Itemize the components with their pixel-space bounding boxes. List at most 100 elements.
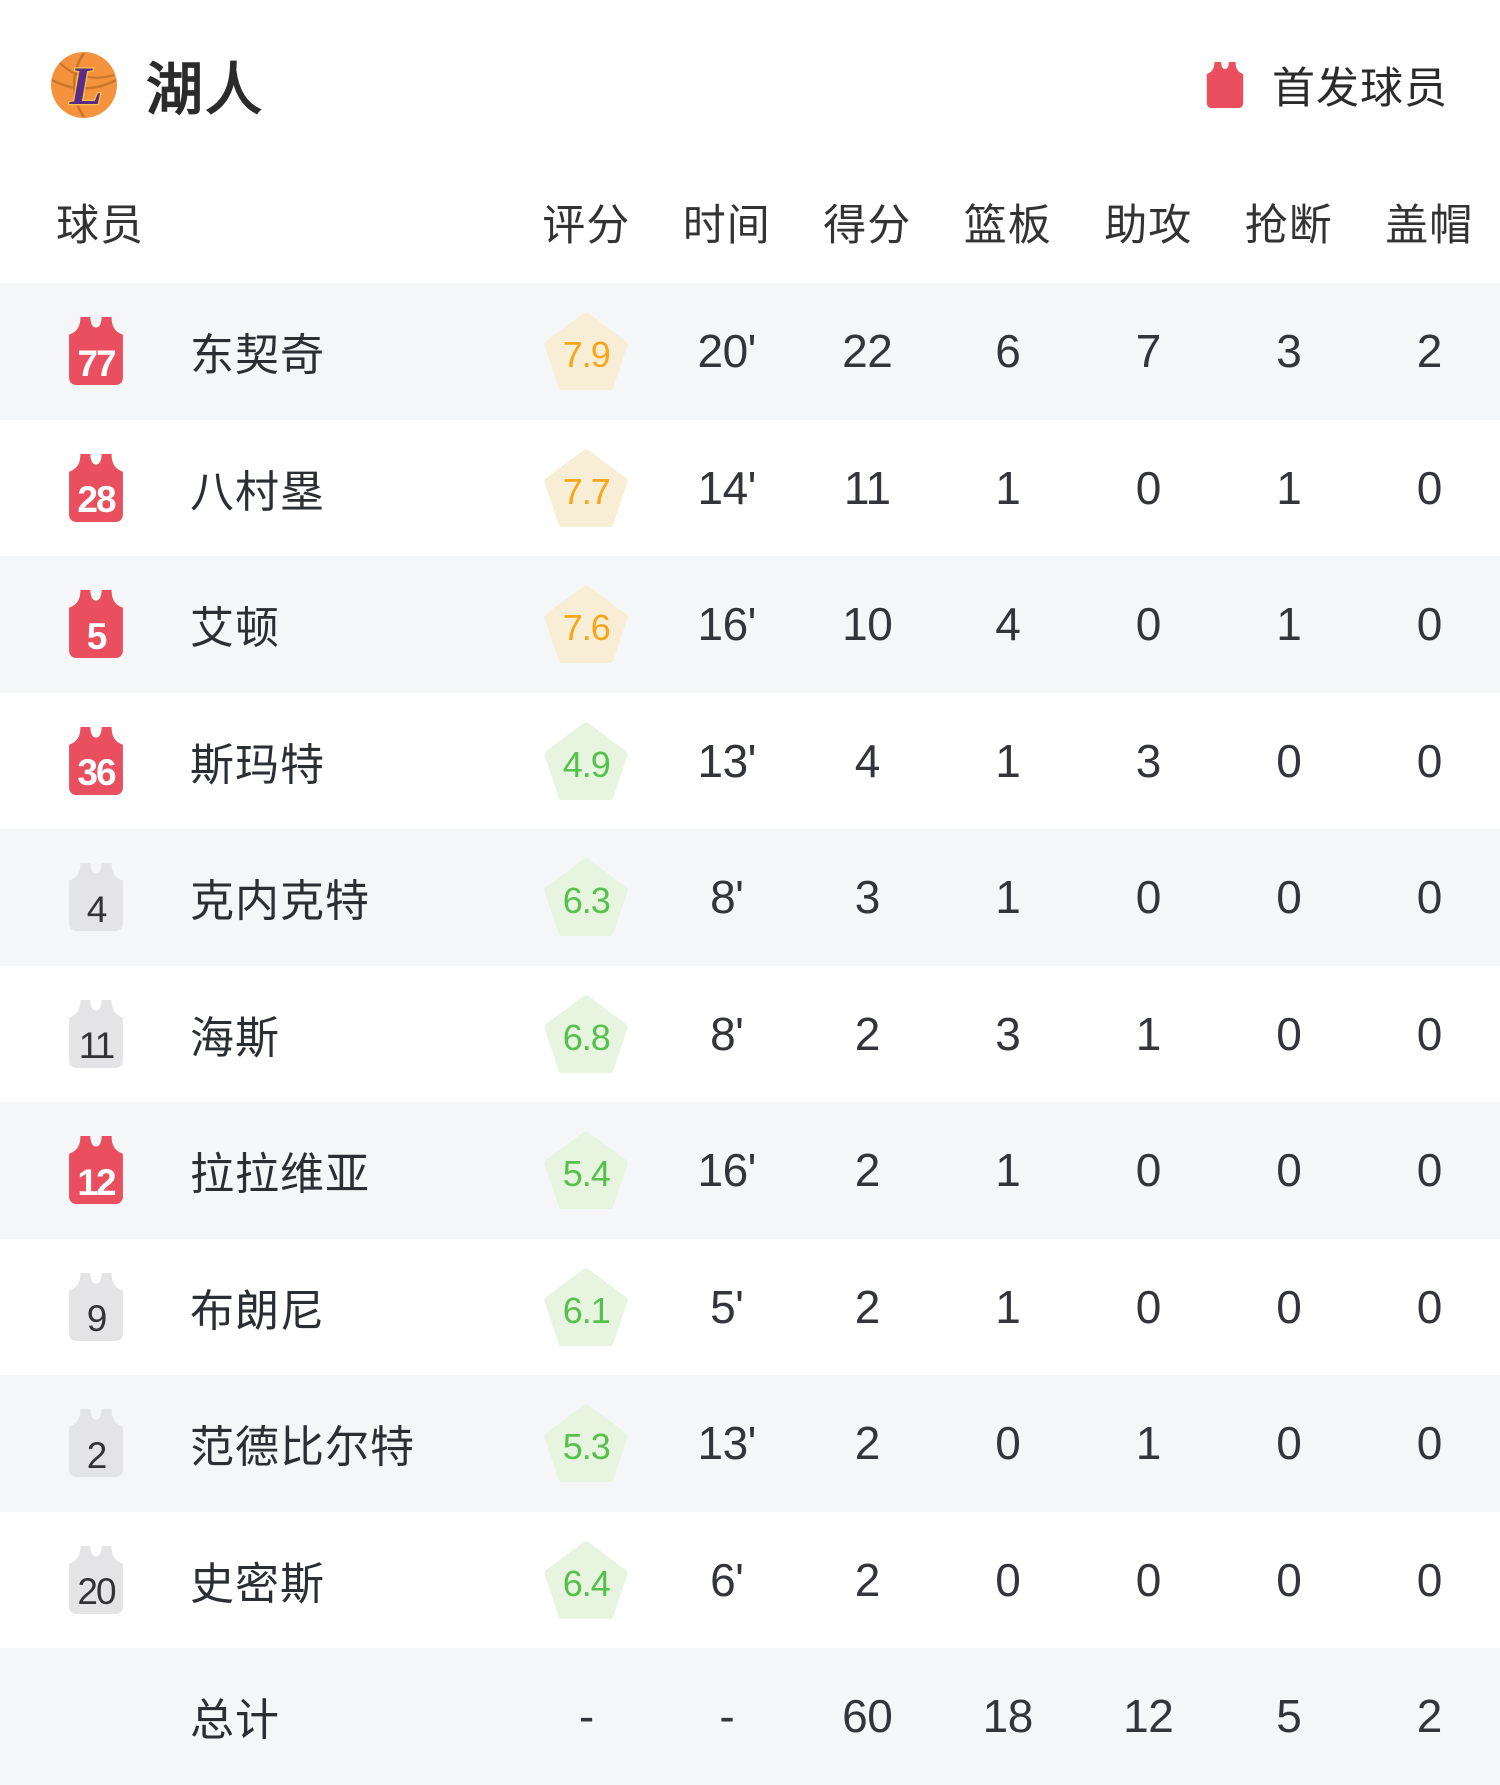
stat-blocks: 0 — [1416, 1007, 1443, 1060]
starter-legend-label: 首发球员 — [1272, 65, 1448, 113]
stat-rebounds: 1 — [995, 1280, 1021, 1333]
stat-rebounds: 3 — [995, 1007, 1021, 1060]
rating-value: 6.4 — [562, 1562, 611, 1604]
stat-steals: 0 — [1276, 1280, 1302, 1333]
column-time: 时间 — [682, 201, 771, 250]
rating-badge: 5.3 — [544, 1404, 628, 1483]
jersey-icon: 77 — [62, 315, 130, 387]
table-row[interactable]: 36 斯玛特 4.9 13' 4 1 3 0 0 — [0, 693, 1500, 830]
table-row[interactable]: 28 八村塁 7.7 14' 11 1 0 1 0 — [0, 420, 1500, 557]
player-name: 史密斯 — [190, 1559, 325, 1609]
table-row[interactable]: 12 拉拉维亚 5.4 16' 2 1 0 0 0 — [0, 1102, 1500, 1239]
jersey-number: 36 — [77, 752, 116, 793]
stat-blocks: 0 — [1416, 1553, 1443, 1606]
total-rating: - — [578, 1690, 594, 1743]
stat-steals: 0 — [1276, 734, 1302, 787]
total-rebounds: 18 — [982, 1690, 1034, 1743]
column-rating: 评分 — [542, 201, 631, 250]
stat-steals: 0 — [1276, 1007, 1302, 1060]
jersey-icon: 12 — [62, 1134, 130, 1206]
total-steals: 5 — [1276, 1690, 1302, 1743]
jersey-icon: 36 — [62, 725, 130, 797]
player-name: 克内克特 — [190, 877, 370, 927]
stat-assists: 1 — [1135, 1417, 1162, 1470]
stat-points: 11 — [843, 461, 891, 514]
stat-time: 16' — [697, 598, 757, 651]
stat-assists: 3 — [1135, 734, 1162, 787]
rating-value: 7.7 — [562, 470, 611, 512]
column-rebounds: 篮板 — [963, 201, 1052, 250]
rating-value: 6.3 — [562, 880, 611, 922]
stat-blocks: 0 — [1416, 461, 1443, 514]
stat-blocks: 0 — [1416, 1417, 1443, 1470]
stat-assists: 0 — [1135, 461, 1162, 514]
stat-time: 8' — [710, 1007, 744, 1060]
stat-blocks: 0 — [1416, 734, 1443, 787]
stat-assists: 0 — [1135, 598, 1162, 651]
stat-steals: 0 — [1276, 871, 1302, 924]
rating-value: 4.9 — [562, 743, 611, 785]
stat-blocks: 0 — [1416, 1144, 1443, 1197]
stat-points: 22 — [842, 325, 893, 378]
player-name: 布朗尼 — [190, 1286, 325, 1336]
table-row[interactable]: 77 东契奇 7.9 20' 22 6 7 3 2 — [0, 283, 1500, 420]
stat-time: 8' — [710, 871, 744, 924]
jersey-number: 20 — [77, 1571, 116, 1612]
rating-value: 7.6 — [562, 607, 611, 649]
rating-value: 6.8 — [562, 1016, 611, 1058]
table-row[interactable]: 2 范德比尔特 5.3 13' 2 0 1 0 0 — [0, 1375, 1500, 1512]
stat-assists: 7 — [1135, 325, 1162, 378]
stat-rebounds: 0 — [995, 1417, 1021, 1470]
total-blocks: 2 — [1416, 1690, 1443, 1743]
stat-rebounds: 0 — [995, 1553, 1021, 1606]
player-name: 海斯 — [190, 1013, 280, 1063]
table-row[interactable]: 20 史密斯 6.4 6' 2 0 0 0 0 — [0, 1512, 1500, 1649]
stat-blocks: 0 — [1416, 598, 1443, 651]
player-name: 拉拉维亚 — [190, 1150, 370, 1200]
starter-jersey-icon — [1206, 62, 1244, 108]
stat-blocks: 2 — [1416, 325, 1443, 378]
rating-badge: 6.8 — [544, 995, 628, 1073]
player-name: 斯玛特 — [190, 740, 325, 790]
stat-assists: 0 — [1135, 1553, 1162, 1606]
table-column-header: 球员 评分 时间 得分 篮板 助攻 抢断 盖帽 — [0, 160, 1500, 283]
stat-rebounds: 6 — [995, 325, 1021, 378]
rating-value: 5.3 — [562, 1426, 611, 1468]
jersey-icon: 28 — [62, 452, 130, 524]
jersey-number: 11 — [78, 1025, 115, 1066]
rating-value: 5.4 — [562, 1153, 611, 1195]
table-row[interactable]: 11 海斯 6.8 8' 2 3 1 0 0 — [0, 966, 1500, 1103]
svg-text:L: L — [69, 56, 103, 116]
stat-steals: 0 — [1276, 1417, 1302, 1470]
jersey-number: 9 — [86, 1298, 108, 1339]
rating-badge: 6.1 — [544, 1268, 628, 1346]
table-row[interactable]: 9 布朗尼 6.1 5' 2 1 0 0 0 — [0, 1239, 1500, 1376]
total-points: 60 — [842, 1690, 893, 1743]
stat-points: 2 — [854, 1553, 881, 1606]
table-row[interactable]: 4 克内克特 6.3 8' 3 1 0 0 0 — [0, 829, 1500, 966]
stat-assists: 0 — [1135, 1280, 1162, 1333]
total-time: - — [719, 1690, 735, 1743]
jersey-number: 4 — [86, 888, 108, 930]
stat-time: 14' — [697, 461, 757, 514]
stat-time: 20' — [697, 325, 757, 378]
jersey-number: 28 — [77, 479, 116, 520]
jersey-number: 12 — [77, 1161, 116, 1203]
rating-badge: 4.9 — [544, 722, 628, 800]
stat-rebounds: 1 — [995, 461, 1021, 514]
stat-points: 2 — [854, 1280, 881, 1333]
stat-rebounds: 1 — [995, 734, 1021, 787]
player-name: 八村塁 — [190, 467, 325, 517]
stat-rebounds: 1 — [995, 1144, 1021, 1197]
rating-badge: 7.9 — [544, 312, 628, 391]
stat-steals: 1 — [1276, 598, 1302, 651]
stat-points: 4 — [854, 734, 881, 787]
stat-points: 2 — [854, 1417, 881, 1470]
rating-badge: 6.4 — [544, 1541, 628, 1619]
stat-rebounds: 1 — [995, 871, 1021, 924]
stat-time: 5' — [710, 1280, 744, 1333]
total-assists: 12 — [1123, 1690, 1174, 1743]
stat-points: 3 — [854, 871, 881, 924]
table-row[interactable]: 5 艾顿 7.6 16' 10 4 0 1 0 — [0, 556, 1500, 693]
rating-value: 7.9 — [562, 334, 611, 376]
